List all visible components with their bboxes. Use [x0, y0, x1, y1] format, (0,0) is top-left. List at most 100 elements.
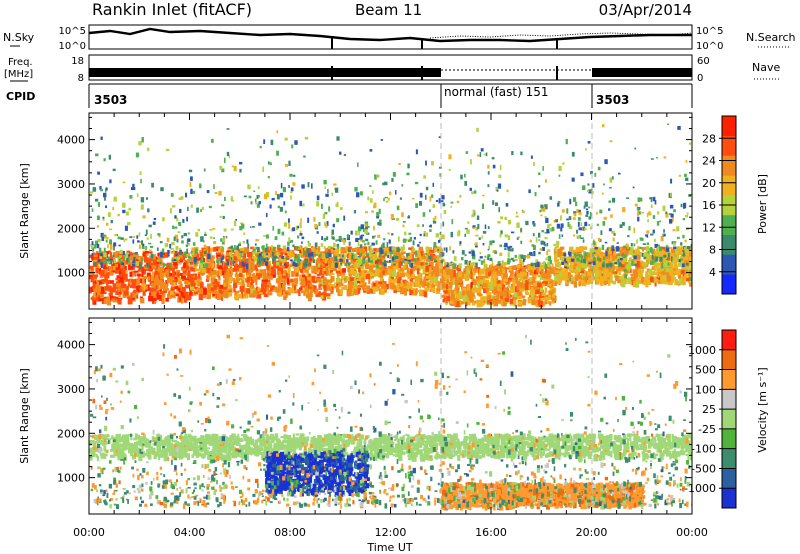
power-cell — [286, 277, 290, 285]
power-cell — [555, 253, 558, 259]
power-cell — [606, 269, 609, 275]
power-cell — [639, 260, 643, 263]
power-cell — [343, 239, 346, 245]
power-cell — [418, 246, 423, 252]
power-cell — [434, 264, 439, 271]
power-cell — [135, 261, 139, 266]
power-cell — [354, 230, 358, 236]
power-cell — [572, 217, 576, 220]
power-cell — [128, 279, 131, 284]
power-cell — [542, 270, 546, 275]
power-cell — [544, 237, 548, 240]
power-cell — [183, 251, 188, 257]
power-cell — [190, 274, 195, 280]
power-cell — [471, 287, 477, 292]
power-cell — [122, 250, 125, 256]
power-cell — [490, 279, 493, 282]
power-cell — [425, 266, 429, 272]
power-cell — [502, 294, 506, 297]
power-cell — [470, 249, 475, 252]
power-cell — [581, 263, 585, 268]
power-cell — [476, 301, 482, 308]
power-cell — [321, 294, 327, 301]
power-cell — [312, 246, 315, 254]
power-cell — [512, 259, 515, 262]
power-cell — [152, 277, 155, 281]
power-cell — [101, 269, 105, 277]
power-cell — [388, 259, 391, 263]
power-cell — [643, 265, 647, 269]
power-cell — [359, 270, 363, 278]
power-cell — [541, 230, 545, 233]
power-cell — [296, 258, 301, 263]
power-cell — [584, 252, 588, 257]
power-cell — [173, 282, 176, 287]
power-cell — [669, 204, 674, 209]
power-cell — [264, 247, 268, 253]
power-cell — [450, 201, 454, 204]
power-cell — [645, 275, 649, 283]
power-cell — [596, 211, 598, 215]
power-cell — [680, 279, 683, 286]
power-cell — [92, 247, 95, 252]
power-cell — [444, 275, 448, 278]
power-cell — [369, 198, 373, 203]
power-cell — [252, 246, 255, 251]
power-cell — [423, 276, 426, 284]
power-cell — [276, 130, 279, 134]
power-cell — [341, 239, 344, 242]
power-cell — [164, 243, 168, 248]
power-cell — [136, 273, 141, 277]
power-cell — [186, 294, 191, 301]
power-cell — [272, 289, 278, 292]
power-cell — [241, 223, 245, 229]
power-cell — [140, 204, 144, 210]
power-cell — [89, 274, 94, 280]
power-cell — [271, 244, 273, 250]
power-cell — [617, 255, 622, 260]
power-cell — [327, 188, 329, 194]
cpid-segment-2: normal (fast) 151 — [444, 85, 548, 99]
power-cell — [576, 254, 579, 261]
power-cell — [263, 293, 269, 298]
power-cell — [363, 288, 367, 291]
power-cell — [95, 280, 98, 287]
power-cell — [211, 255, 214, 260]
power-cell — [510, 288, 513, 292]
power-cell — [244, 289, 247, 296]
power-cell — [654, 278, 659, 283]
power-cell — [583, 205, 586, 209]
power-cell — [134, 257, 137, 260]
power-cell — [99, 256, 103, 260]
power-cell — [226, 250, 231, 253]
power-cell — [103, 252, 107, 258]
power-cell — [199, 259, 204, 263]
power-cell — [389, 277, 392, 283]
power-cell — [538, 295, 544, 300]
power-cell — [563, 252, 567, 257]
power-cell — [653, 253, 656, 256]
power-cell — [603, 274, 608, 281]
power-cell — [654, 253, 659, 258]
power-cell — [650, 248, 656, 254]
power-cell — [100, 232, 104, 238]
power-cell — [684, 239, 687, 243]
power-cell — [396, 283, 400, 290]
power-cell — [661, 255, 665, 258]
power-cell — [218, 268, 223, 273]
power-cell — [292, 227, 296, 232]
power-cell — [500, 291, 504, 297]
power-cell — [674, 279, 678, 286]
power-cell — [672, 260, 676, 263]
power-cell — [428, 285, 432, 289]
power-cell — [479, 275, 484, 280]
power-cell — [175, 274, 178, 278]
power-cell — [657, 211, 660, 215]
power-cell — [339, 238, 343, 242]
power-cell — [288, 223, 291, 229]
power-cell — [96, 243, 100, 249]
power-cell — [418, 241, 421, 244]
power-cell — [207, 246, 211, 251]
power-cell — [684, 254, 689, 261]
power-cell — [673, 241, 677, 244]
